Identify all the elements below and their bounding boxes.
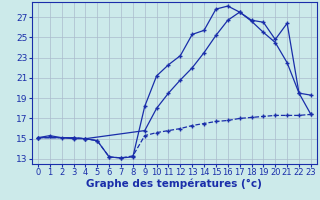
X-axis label: Graphe des températures (°c): Graphe des températures (°c) (86, 179, 262, 189)
